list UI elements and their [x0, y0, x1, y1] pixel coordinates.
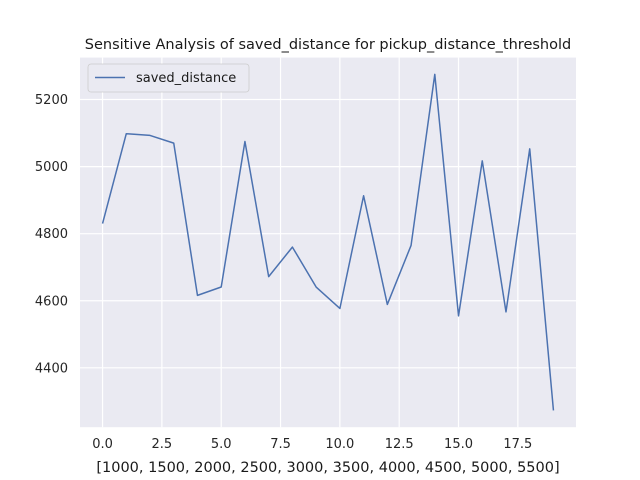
x-tick-label: 2.5 — [152, 437, 173, 452]
x-tick-label: 15.0 — [444, 437, 473, 452]
tick-labels: 0.0 2.5 5.0 7.5 10.0 12.5 15.0 17.5 4400 4600 4800… — [35, 93, 532, 452]
y-tick-label: 4600 — [35, 294, 68, 309]
x-tick-label: 10.0 — [325, 437, 354, 452]
x-tick-label: 0.0 — [92, 437, 113, 452]
legend-box — [87, 63, 250, 93]
x-axis-label: [1000, 1500, 2000, 2500, 3000, 3500, 400… — [96, 460, 559, 476]
x-tick-label: 7.5 — [270, 437, 291, 452]
chart-title: Sensitive Analysis of saved_distance for… — [85, 37, 571, 53]
y-tick-label: 4400 — [35, 361, 68, 376]
x-tick-label: 5.0 — [211, 437, 232, 452]
plot-area — [80, 57, 576, 428]
legend: saved_distance — [87, 63, 250, 93]
series-line — [101, 73, 555, 411]
grid — [80, 57, 576, 428]
y-tick-label: 5000 — [35, 160, 68, 175]
legend-label: saved_distance — [136, 71, 236, 86]
y-tick-label: 5200 — [35, 93, 68, 108]
x-tick-label: 12.5 — [385, 437, 414, 452]
x-tick-label: 17.5 — [503, 437, 532, 452]
series-lines — [101, 73, 555, 411]
y-tick-label: 4800 — [35, 227, 68, 242]
